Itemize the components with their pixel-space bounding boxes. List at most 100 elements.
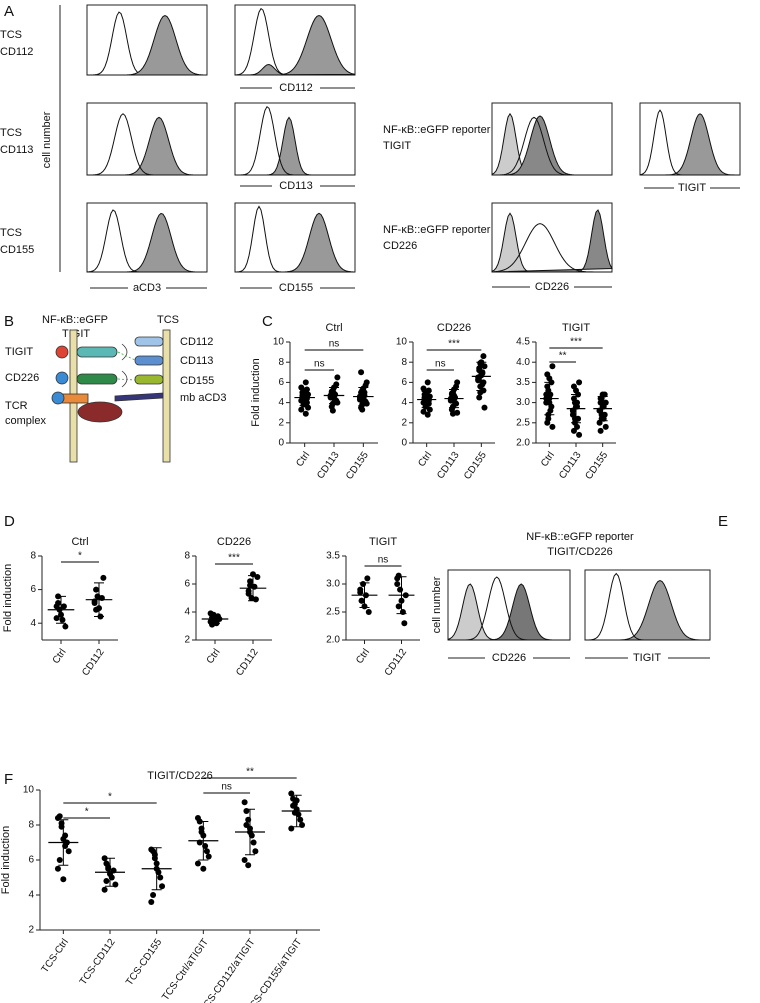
histogram-curve bbox=[584, 572, 710, 641]
data-point bbox=[101, 855, 108, 862]
y-tick-label: 4 bbox=[30, 618, 36, 629]
reporter-label: NF-κB::eGFP reporter bbox=[383, 224, 491, 236]
x-label: CD155 bbox=[279, 282, 313, 294]
y-tick-label: 2 bbox=[184, 635, 190, 646]
error-bar bbox=[56, 595, 66, 624]
significance-label: * bbox=[85, 807, 89, 818]
data-point bbox=[358, 597, 365, 604]
histogram-curve bbox=[234, 212, 356, 273]
y-label: Fold induction bbox=[250, 358, 262, 427]
data-point bbox=[476, 365, 483, 372]
data-point bbox=[357, 589, 364, 596]
chart-title: Ctrl bbox=[325, 322, 342, 334]
label: mb aCD3 bbox=[180, 392, 226, 404]
data-point bbox=[53, 603, 60, 610]
axis-lines bbox=[90, 87, 740, 289]
significance-label: ** bbox=[246, 767, 254, 778]
data-point bbox=[150, 892, 157, 898]
data-point bbox=[247, 582, 254, 589]
data-point bbox=[247, 578, 254, 585]
y-tick-label: 4.0 bbox=[516, 357, 530, 368]
y-label: cell number bbox=[431, 576, 443, 633]
error-bar bbox=[571, 394, 581, 424]
histogram-curve bbox=[491, 116, 612, 176]
error-bar bbox=[476, 361, 487, 391]
dot-plot: TIGIT 2.0 2.5 3.0 3.5 4.0 4.5 Ctrl CD113 CD155 ***… bbox=[516, 322, 616, 482]
x-tick-label: TCS-CD112 bbox=[78, 937, 118, 988]
y-tick-label: 2 bbox=[28, 925, 34, 936]
histogram-curve bbox=[86, 14, 208, 76]
label: TIGIT bbox=[5, 346, 33, 358]
data-point bbox=[480, 379, 487, 386]
data-point bbox=[597, 427, 604, 434]
y-tick-label: 8 bbox=[28, 820, 34, 831]
data-point bbox=[245, 590, 252, 597]
data-point bbox=[547, 407, 554, 414]
title: NF-κB::eGFP reporter bbox=[526, 531, 634, 543]
row-label: CD113 bbox=[0, 144, 33, 156]
significance-label: ns bbox=[435, 359, 446, 370]
data-point bbox=[549, 423, 556, 430]
data-point bbox=[426, 406, 433, 413]
data-point bbox=[252, 596, 259, 603]
x-tick-label: CD155 bbox=[344, 450, 371, 482]
error-bar bbox=[198, 821, 209, 861]
label: CD155 bbox=[180, 375, 214, 387]
significance-label: * bbox=[108, 792, 112, 803]
significance-label: *** bbox=[228, 553, 240, 564]
histogram-curve bbox=[448, 576, 570, 641]
histogram-curve bbox=[234, 205, 355, 273]
data-point bbox=[421, 391, 428, 398]
data-point bbox=[365, 609, 372, 615]
data-point bbox=[250, 839, 257, 846]
data-point bbox=[544, 371, 551, 378]
error-bar bbox=[544, 381, 555, 416]
dot-plot: CD226 2 4 6 8 Ctrl CD112 *** bbox=[184, 536, 272, 678]
label: CD113 bbox=[180, 355, 213, 367]
x-tick-label: Ctrl bbox=[51, 647, 69, 666]
panel-a: A TCS CD112 TCS CD113 TCS CD155 cell num… bbox=[0, 3, 740, 294]
data-point bbox=[397, 586, 404, 593]
data-point bbox=[571, 415, 578, 422]
error-bar bbox=[299, 388, 310, 407]
y-tick-label: 3.5 bbox=[516, 377, 530, 388]
x-tick-label: Ctrl bbox=[294, 450, 312, 469]
data-point bbox=[453, 383, 460, 390]
x-tick-label: Ctrl bbox=[539, 450, 557, 469]
histogram-curve bbox=[87, 116, 208, 176]
x-tick-label: Ctrl bbox=[205, 647, 223, 666]
data-point bbox=[200, 865, 207, 872]
y-tick-label: 2 bbox=[278, 417, 284, 428]
data-point bbox=[93, 586, 100, 593]
x-label: CD112 bbox=[279, 82, 312, 94]
error-bar bbox=[329, 386, 339, 405]
y-tick-label: 3.0 bbox=[516, 397, 530, 408]
data-point bbox=[334, 374, 341, 381]
x-tick-label: TCS-CD155 bbox=[124, 937, 164, 988]
x-tick-label: CD155 bbox=[583, 450, 610, 482]
dot-plot: TIGIT 2.0 2.5 3.0 3.5 Ctrl CD112 ns bbox=[326, 536, 420, 678]
error-bar bbox=[291, 794, 302, 828]
x-tick-label: CD113 bbox=[557, 450, 584, 482]
data-point bbox=[290, 802, 297, 809]
histogram-curve bbox=[86, 209, 207, 273]
data-point bbox=[65, 848, 72, 855]
significance-label: ns bbox=[329, 339, 340, 350]
data-point bbox=[549, 363, 556, 370]
x-label: TIGIT bbox=[633, 652, 661, 664]
y-tick-label: 10 bbox=[396, 337, 408, 348]
significance-label: *** bbox=[570, 337, 582, 348]
data-point bbox=[54, 865, 61, 872]
y-tick-label: 4 bbox=[278, 397, 284, 408]
y-tick-label: 4 bbox=[184, 607, 190, 618]
y-tick-label: 2.5 bbox=[516, 417, 530, 428]
data-point bbox=[420, 408, 427, 415]
x-tick-label: Ctrl bbox=[354, 647, 372, 666]
data-point bbox=[159, 883, 166, 890]
data-point bbox=[245, 862, 252, 869]
data-point bbox=[475, 376, 482, 383]
panel-label: A bbox=[4, 3, 14, 20]
x-tick-label: Ctrl bbox=[416, 450, 434, 469]
